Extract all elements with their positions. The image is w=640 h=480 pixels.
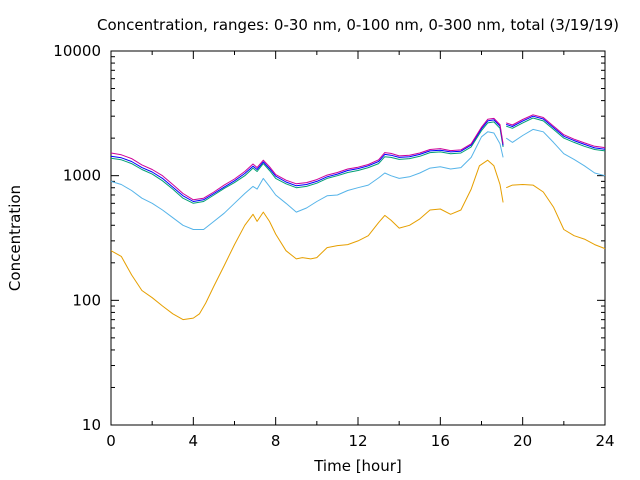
series-5-line-segment-1 [110,117,504,201]
series-3-line-segment-1 [110,121,504,204]
series-4-line-segment-2 [506,115,606,150]
series-2-line-segment-2 [505,128,606,177]
series-1-line-segment-1 [110,159,504,321]
x-tick-label: 12 [348,432,367,450]
axis-ticks: 0 4 8 12 16 20 24 10 100 1000 10000 [53,42,614,450]
y-tick-label: 100 [72,291,101,309]
y-tick-label: 10 [82,416,101,434]
chart-title: Concentration, ranges: 0-30 nm, 0-100 nm… [97,16,619,34]
series-4-line-segment-1 [110,119,504,202]
y-tick-label: 1000 [63,167,101,185]
series-3-line-segment-2 [506,117,606,152]
x-tick-label: 8 [271,432,281,450]
series-1-line-segment-2 [506,184,606,250]
x-tick-label: 20 [513,432,532,450]
x-tick-label: 0 [106,432,116,450]
x-tick-label: 16 [431,432,450,450]
x-tick-label: 4 [189,432,199,450]
series-2-line-segment-1 [110,131,504,230]
x-axis-label: Time [hour] [313,457,402,475]
x-tick-label: 24 [595,432,614,450]
plot-frame [110,50,606,426]
y-tick-label: 10000 [53,42,101,60]
series-layer [110,114,606,321]
series-5-line-segment-2 [506,114,606,149]
y-axis-label: Concentration [6,185,24,291]
